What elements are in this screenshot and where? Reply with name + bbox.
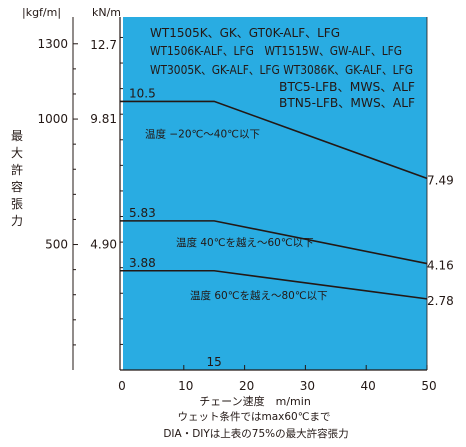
- x-tick-label: 0: [118, 379, 126, 393]
- series-line: [120, 269, 428, 300]
- x-tick-label: 50: [421, 379, 436, 393]
- kn-tick-label: 9.81: [90, 112, 117, 126]
- x-tick-label: 40: [361, 379, 376, 393]
- y-axis-label: 最大許容張力: [11, 129, 23, 228]
- series-end-label: 4.16: [427, 259, 454, 273]
- y-axis-label-char: 力: [11, 214, 23, 228]
- series-end-label: 7.49: [427, 173, 454, 187]
- kn-tick-label: 12.7: [90, 38, 117, 52]
- model-line: WT3005K、GK-ALF、LFG WT3086K、GK-ALF、LFG: [150, 62, 413, 77]
- series-start-label: 5.83: [129, 206, 156, 220]
- model-line: WT1506K-ALF、LFG WT1515W、GW-ALF、LFG: [150, 43, 402, 58]
- series-name-label: 温度 40℃を越え〜60℃以下: [176, 236, 314, 249]
- series-line: [120, 220, 428, 265]
- model-line: BTC5-LFB、MWS、ALF: [279, 79, 415, 94]
- x-tick-label: 20: [239, 379, 254, 393]
- series-name-label: 温度 −20℃〜40℃以下: [145, 127, 260, 140]
- kgf-tick-label: 1300: [37, 37, 68, 51]
- series-group: [120, 100, 428, 300]
- series-end-label: 2.78: [427, 294, 454, 308]
- plot-area: [123, 17, 427, 370]
- footnote-2: DIA・DIYは上表の75%の最大許容張力: [163, 427, 348, 440]
- series-line: [120, 100, 428, 180]
- x-tick-label: 10: [178, 379, 193, 393]
- y-axis-label-char: 最: [11, 129, 23, 143]
- y-axis-label-char: 容: [11, 179, 23, 194]
- unit-kgf-label: |kgf/m|: [22, 6, 61, 19]
- model-line: BTN5-LFB、MWS、ALF: [279, 95, 415, 110]
- unit-kn-label: kN/m: [92, 6, 121, 19]
- series-start-label: 3.88: [129, 256, 156, 270]
- kgf-tick-label: 500: [45, 238, 68, 252]
- model-list: WT1505K、GK、GT0K-ALF、LFG WT1506K-ALF、LFG W…: [150, 25, 415, 110]
- y-axis-label-char: 張: [11, 197, 23, 211]
- y-axis-label-char: 大: [11, 146, 23, 160]
- breakpoint-label: 15: [207, 355, 222, 369]
- model-line: WT1505K、GK、GT0K-ALF、LFG: [150, 25, 340, 40]
- series-labels: 10.5 7.49 温度 −20℃〜40℃以下 5.83 4.16 温度 40℃を越え〜6…: [129, 86, 454, 307]
- x-tick-label: 30: [300, 379, 315, 393]
- series-start-label: 10.5: [129, 86, 156, 100]
- tick-marks: 0 10 20 30 40 50 1300 1000 500 12.7 9.81 4.90: [37, 37, 436, 393]
- y-axis-label-char: 許: [11, 163, 23, 177]
- kn-tick-label: 4.90: [90, 238, 117, 252]
- axes: [72, 17, 428, 371]
- x-axis-label: チェーン速度 m/min: [199, 394, 311, 408]
- series-name-label: 温度 60℃を越え〜80℃以下: [190, 289, 328, 302]
- footnote-1: ウェット条件ではmax60℃まで: [177, 410, 330, 423]
- kgf-tick-label: 1000: [37, 112, 68, 126]
